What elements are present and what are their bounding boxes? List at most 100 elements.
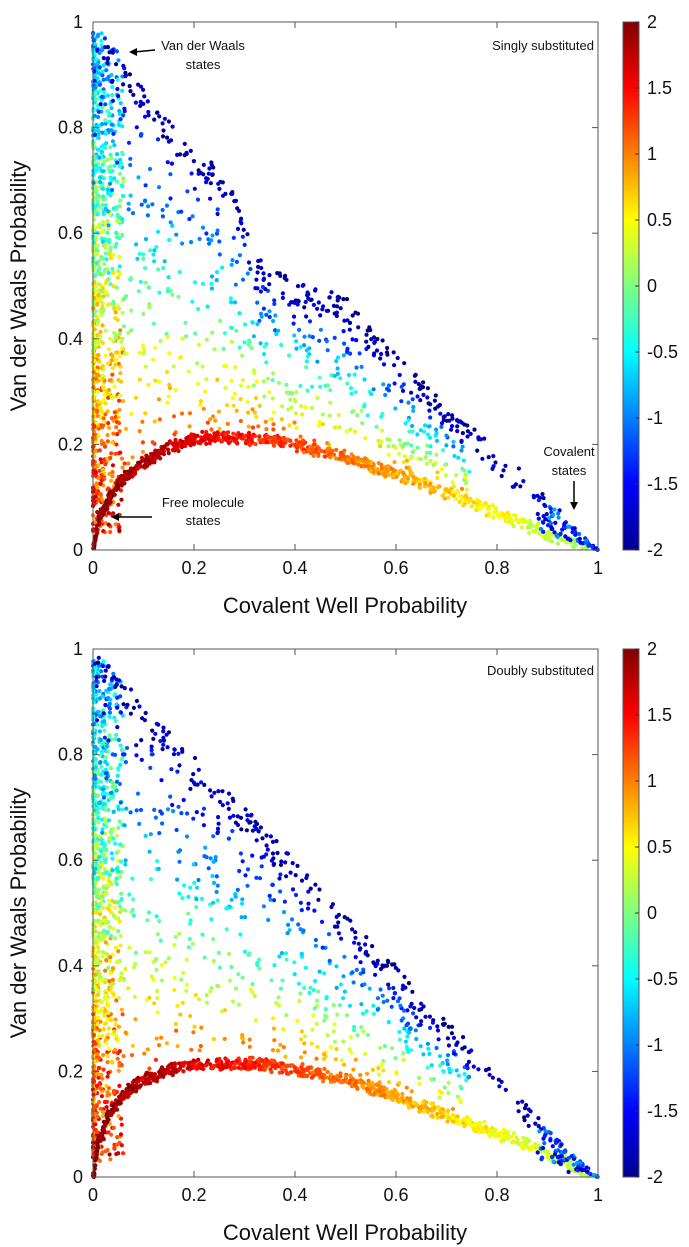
data-point-741 [100,340,105,345]
data-point-1434 [483,1125,488,1130]
data-point-1772 [161,1074,166,1079]
data-point-2246 [235,226,241,231]
data-point-1702 [198,1065,203,1070]
data-point-2114 [316,897,321,902]
data-point-2288 [252,371,257,376]
data-point-2609 [459,438,464,443]
data-point-2044 [101,194,106,199]
data-point-2100 [231,235,236,240]
data-point-834 [92,792,97,797]
data-point-1859 [378,987,383,992]
data-point-2018 [258,289,263,294]
data-point-2058 [277,954,282,959]
data-point-1891 [192,880,197,885]
data-point-81 [115,152,120,157]
data-point-2611 [439,421,445,426]
data-point-2001 [345,318,350,323]
data-point-1780 [376,471,381,476]
data-point-607 [113,362,118,367]
colorbar-tick-label-7: -1.5 [647,474,678,494]
data-point-2208 [139,202,144,207]
data-point-332 [114,285,119,290]
data-point-1656 [315,1067,320,1072]
data-point-1996 [294,339,299,344]
data-point-2413 [137,377,142,382]
data-point-758 [115,350,120,355]
data-point-1928 [402,454,407,459]
data-point-1817 [176,751,181,756]
data-point-762 [108,1018,114,1023]
data-point-739 [101,886,106,891]
data-point-1973 [291,314,297,319]
data-point-823 [93,1122,98,1127]
data-point-1708 [370,1081,375,1086]
data-point-2185 [332,311,337,316]
data-point-2065 [318,384,323,389]
data-point-2165 [384,350,390,355]
data-point-2618 [284,277,289,282]
data-point-2102 [293,411,298,416]
data-point-2572 [201,172,206,177]
data-point-507 [95,209,100,214]
data-point-2454 [273,313,278,318]
data-point-294 [115,275,120,280]
data-point-2077 [342,989,347,994]
data-point-2000 [215,898,220,903]
data-point-1563 [529,522,534,527]
data-point-1850 [168,196,173,201]
data-point-1329 [300,1067,305,1072]
data-point-1390 [303,1074,308,1079]
data-point-661 [99,144,104,149]
data-point-2411 [439,424,444,429]
data-point-2391 [214,270,220,275]
data-point-938 [94,526,99,532]
data-point-2101 [302,343,307,348]
data-point-2515 [208,181,213,186]
data-point-2003 [140,449,145,454]
data-point-2085 [408,456,413,461]
data-point-152 [105,1054,110,1059]
data-point-768 [113,522,118,527]
data-point-1979 [251,334,256,339]
data-point-1951 [411,408,416,413]
data-point-2366 [155,110,160,115]
data-point-2621 [455,424,460,429]
data-point-1760 [339,450,344,455]
data-point-1683 [268,435,273,440]
data-point-1784 [424,1100,429,1105]
data-point-1949 [153,1057,158,1062]
data-point-1735 [479,1130,484,1135]
data-point-1962 [192,186,197,191]
data-point-513 [105,266,110,272]
data-point-237 [100,467,106,473]
data-point-1953 [341,1039,346,1044]
data-point-370 [107,710,112,715]
data-point-2097 [402,1008,407,1013]
data-point-256 [101,529,106,534]
data-point-2124 [130,1043,135,1048]
data-point-2599 [372,351,377,356]
data-point-2157 [163,960,168,965]
data-point-812 [116,849,121,854]
data-point-1278 [400,1091,405,1096]
data-point-1737 [523,1143,528,1148]
data-point-2073 [189,171,194,176]
data-point-2197 [304,348,309,353]
data-point-1887 [97,400,102,405]
data-point-280 [115,432,120,437]
data-point-2244 [105,187,110,192]
data-point-1816 [221,346,226,352]
data-point-1832 [280,404,285,409]
data-point-1596 [385,464,390,469]
data-point-1379 [562,1153,568,1158]
data-point-1867 [450,1106,455,1112]
data-point-1985 [367,986,372,991]
data-point-2073 [173,934,178,939]
data-point-1898 [325,1033,330,1038]
data-point-328 [108,282,113,287]
data-point-1844 [126,461,131,466]
data-point-2347 [464,487,469,492]
data-point-1864 [281,426,286,431]
data-point-2110 [147,849,152,854]
data-point-478 [115,1056,120,1061]
